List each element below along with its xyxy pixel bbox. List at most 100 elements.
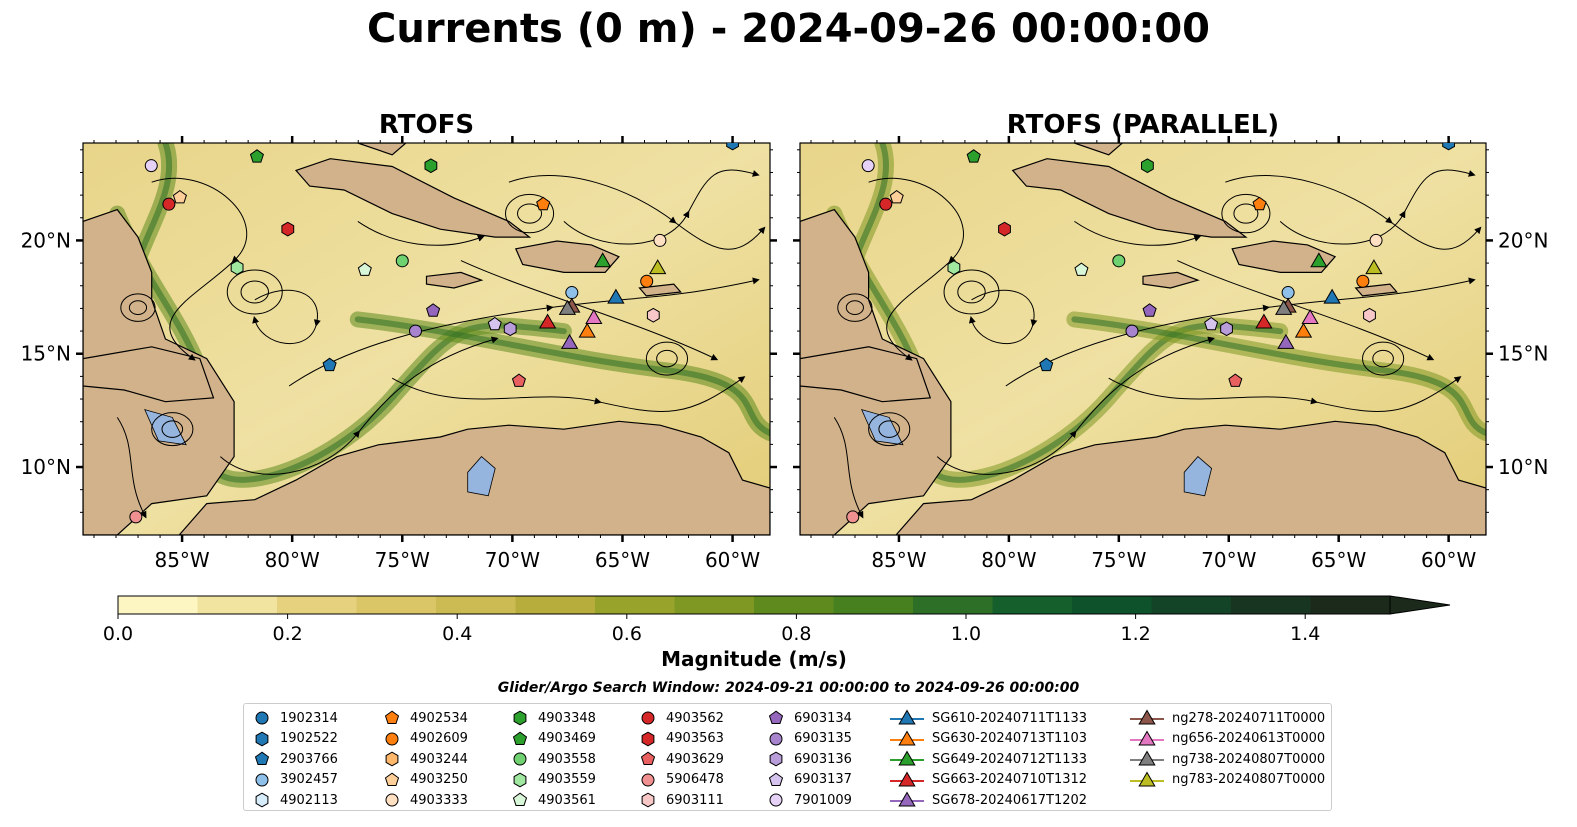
legend-label: 4903629	[666, 751, 724, 767]
eddy-streamline	[120, 293, 156, 322]
glider-marker-ng656-20240613T0000	[1301, 309, 1319, 324]
colorbar-segment	[515, 596, 596, 614]
legend-marker	[898, 750, 916, 766]
argo-legend-icon	[513, 752, 527, 766]
glider-legend-icon	[890, 750, 924, 766]
land-mass	[294, 158, 532, 238]
legend-item: ng656-20240613T0000	[1130, 729, 1325, 750]
streamline	[968, 289, 1038, 345]
panel-title: RTOFS (PARALLEL)	[1007, 110, 1279, 140]
legend-marker	[1138, 709, 1156, 725]
argo-legend-icon	[254, 751, 270, 766]
glider-marker-ng656-20240613T0000	[585, 308, 603, 324]
legend-label: 3902457	[280, 772, 338, 788]
map-content	[800, 143, 1486, 535]
legend-label: 6903136	[794, 751, 852, 767]
land-mass	[357, 143, 407, 156]
legend-column: ng278-20240711T0000 ng656-20240613T0000 ng…	[1130, 708, 1325, 790]
legend-label: 4903562	[666, 710, 724, 726]
glider-legend-icon	[890, 709, 924, 725]
legend-item: 1902314	[252, 708, 338, 729]
legend-column: 4903562 4903563 4903629 5906478 6903111	[638, 708, 724, 811]
colorbar-extend-arrow	[1389, 595, 1451, 615]
land-mass	[83, 346, 215, 403]
legend-marker	[385, 751, 399, 767]
glider-legend-icon	[890, 771, 924, 787]
legend-label: 6903135	[794, 731, 852, 747]
streamline	[1177, 260, 1435, 361]
eddy-streamline	[645, 341, 689, 376]
argo-marker-4903559	[947, 260, 961, 275]
streamline	[151, 177, 248, 361]
colorbar-segment	[197, 596, 278, 614]
legend-label: 1902314	[280, 710, 338, 726]
argo-marker-4903559	[230, 260, 244, 275]
land-mass	[514, 240, 620, 273]
lake	[467, 456, 496, 497]
legend-label: 4902609	[410, 731, 468, 747]
land-mass	[425, 271, 484, 289]
colorbar-segment	[356, 596, 437, 614]
eddy-streamline	[505, 193, 555, 234]
legend-item: 4903562	[638, 708, 724, 729]
lake	[1183, 456, 1213, 497]
eddy-streamline	[226, 269, 283, 315]
argo-marker-2903766	[1039, 357, 1054, 372]
eddy-streamline	[161, 420, 184, 438]
argo-legend-icon	[641, 792, 655, 808]
argo-legend-icon	[640, 751, 656, 766]
legend-marker	[641, 711, 655, 725]
argo-legend-icon	[768, 772, 784, 786]
argo-marker-7901009	[861, 159, 875, 173]
colorbar-segment	[992, 596, 1073, 614]
legend-label: 6903137	[794, 772, 852, 788]
observation-markers	[846, 143, 1455, 524]
current-jet-core	[135, 143, 173, 264]
eddy-streamline	[1221, 193, 1271, 234]
argo-marker-4903250	[889, 189, 904, 204]
legend-item: 4903629	[638, 749, 724, 770]
argo-marker-6903135	[1125, 324, 1139, 338]
glider-marker-SG649-20240712T1133	[594, 252, 612, 268]
legend-label: 4903348	[538, 710, 596, 726]
panel-title: RTOFS	[379, 110, 474, 140]
legend-item: 4903563	[638, 729, 724, 750]
legend-label: 4903561	[538, 792, 596, 808]
legend-item: SG649-20240712T1133	[890, 749, 1087, 770]
legend-label: 4902113	[280, 792, 338, 808]
lon-tick-label: 75°W	[1091, 548, 1146, 572]
argo-marker-6903111	[1363, 307, 1376, 323]
legend-marker	[898, 791, 916, 807]
argo-marker-7901009	[144, 159, 158, 173]
legend-marker	[384, 772, 400, 786]
argo-legend-icon	[641, 711, 655, 725]
land-mass	[1011, 158, 1248, 238]
legend-marker	[254, 751, 270, 766]
colorbar: 0.0 0.2 0.4 0.6 0.8 1.0 1.2 1.4 Magnitude (m/s)	[103, 595, 1451, 671]
argo-legend-icon	[768, 710, 784, 725]
argo-marker-1902522	[726, 143, 739, 151]
argo-marker-5906478	[846, 510, 860, 524]
legend-label: 4903558	[538, 751, 596, 767]
argo-marker-4903348	[424, 158, 438, 174]
glider-marker-SG649-20240712T1133	[1310, 252, 1328, 268]
streamline	[357, 220, 485, 246]
argo-marker-4902609	[1356, 274, 1370, 288]
eddy-streamline	[128, 300, 148, 316]
eddy-streamline	[845, 300, 864, 316]
colorbar-segment	[436, 596, 516, 614]
legend-column: 4902534 4902609 4903244 4903250 4903333	[382, 708, 468, 811]
argo-marker-6903111	[646, 307, 660, 323]
legend-label: SG663-20240710T1312	[932, 772, 1088, 788]
colorbar-tick-label: 0.8	[781, 623, 811, 645]
legend-marker	[641, 773, 655, 787]
map-panels: RTOFS 85°W 80°W 75°W 70°W 65°W 60°W 20°N 15°N 10°…	[21, 110, 1549, 572]
eddy-streamline	[151, 412, 194, 447]
argo-legend-icon	[255, 792, 269, 808]
glider-legend-icon	[890, 730, 924, 746]
argo-marker-4902534	[536, 196, 551, 211]
legend-item: 1902522	[252, 729, 338, 750]
legend-item: SG630-20240713T1103	[890, 729, 1087, 750]
legend-label: 4903469	[538, 731, 596, 747]
